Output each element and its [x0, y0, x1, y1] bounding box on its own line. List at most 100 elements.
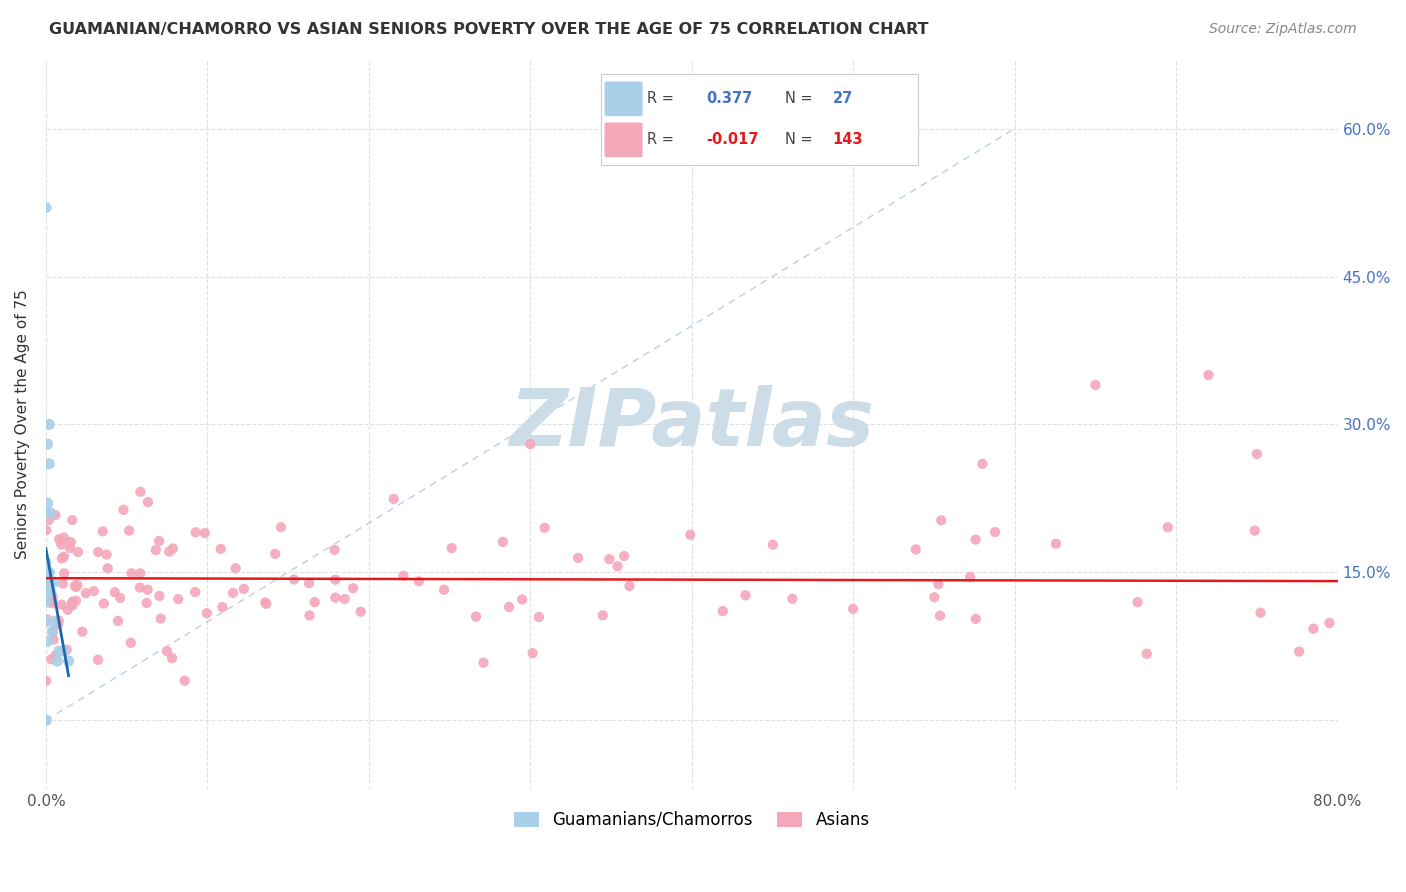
- Point: [136, 495, 159, 509]
- Point: [129, 581, 152, 595]
- Point: [194, 526, 217, 541]
- Point: [184, 525, 207, 540]
- Point: [527, 610, 550, 624]
- Point: [35, 556, 58, 570]
- Point: [42, 596, 65, 610]
- Point: [37, 612, 59, 626]
- Point: [965, 612, 987, 626]
- Point: [52, 576, 75, 591]
- Point: [37, 634, 59, 648]
- Point: [1045, 537, 1067, 551]
- Point: [59, 535, 82, 549]
- Point: [254, 595, 277, 609]
- Point: [382, 491, 405, 506]
- Point: [83, 584, 105, 599]
- Point: [96, 548, 118, 562]
- Point: [157, 544, 180, 558]
- Point: [108, 591, 131, 605]
- Point: [75, 586, 97, 600]
- Point: [1084, 378, 1107, 392]
- Point: [38, 595, 60, 609]
- Point: [42, 615, 65, 629]
- Point: [1319, 615, 1341, 630]
- Point: [62, 595, 84, 609]
- Point: [38, 566, 60, 580]
- Point: [498, 599, 520, 614]
- Point: [148, 589, 170, 603]
- Point: [51, 551, 73, 566]
- Point: [38, 595, 60, 609]
- Point: [38, 457, 60, 471]
- Point: [959, 570, 981, 584]
- Point: [59, 541, 82, 555]
- Point: [1288, 644, 1310, 658]
- Point: [38, 513, 60, 527]
- Point: [42, 590, 65, 604]
- Point: [156, 644, 179, 658]
- Point: [679, 527, 702, 541]
- Point: [929, 608, 952, 623]
- Point: [87, 545, 110, 559]
- Point: [162, 541, 184, 556]
- Point: [66, 545, 89, 559]
- Point: [1126, 595, 1149, 609]
- Point: [533, 521, 555, 535]
- Point: [519, 437, 541, 451]
- Point: [325, 591, 347, 605]
- Text: ZIPatlas: ZIPatlas: [509, 385, 875, 464]
- Point: [107, 614, 129, 628]
- Point: [60, 513, 83, 527]
- Point: [782, 591, 804, 606]
- Point: [35, 201, 58, 215]
- Point: [173, 673, 195, 688]
- Point: [39, 585, 62, 599]
- Point: [37, 496, 59, 510]
- Point: [270, 520, 292, 534]
- Point: [48, 614, 70, 628]
- Point: [37, 437, 59, 451]
- Text: GUAMANIAN/CHAMORRO VS ASIAN SENIORS POVERTY OVER THE AGE OF 75 CORRELATION CHART: GUAMANIAN/CHAMORRO VS ASIAN SENIORS POVE…: [49, 22, 929, 37]
- Point: [972, 457, 994, 471]
- Point: [1302, 622, 1324, 636]
- Point: [129, 484, 152, 499]
- Point: [46, 617, 69, 632]
- Point: [433, 582, 456, 597]
- Point: [195, 606, 218, 620]
- Point: [66, 578, 89, 592]
- Point: [135, 596, 157, 610]
- Y-axis label: Seniors Poverty Over the Age of 75: Seniors Poverty Over the Age of 75: [15, 290, 30, 559]
- Point: [222, 586, 245, 600]
- Point: [136, 582, 159, 597]
- Point: [1246, 447, 1268, 461]
- Point: [121, 566, 143, 581]
- Point: [56, 642, 79, 657]
- Point: [45, 648, 67, 663]
- Point: [592, 608, 614, 623]
- Point: [35, 575, 58, 590]
- Point: [225, 561, 247, 575]
- Point: [492, 534, 515, 549]
- Point: [762, 538, 785, 552]
- Point: [48, 532, 70, 546]
- Point: [924, 591, 946, 605]
- Point: [298, 576, 321, 591]
- Point: [35, 585, 58, 599]
- Point: [46, 654, 69, 668]
- Point: [167, 592, 190, 607]
- Point: [1250, 606, 1272, 620]
- Point: [60, 599, 83, 613]
- Point: [1198, 368, 1220, 383]
- Point: [965, 533, 987, 547]
- Point: [65, 594, 87, 608]
- Point: [37, 566, 59, 580]
- Point: [510, 592, 533, 607]
- Point: [35, 506, 58, 520]
- Point: [598, 552, 620, 566]
- Point: [35, 566, 58, 580]
- Point: [35, 673, 58, 688]
- Point: [87, 653, 110, 667]
- Point: [63, 579, 86, 593]
- Point: [41, 624, 63, 639]
- Point: [39, 506, 62, 520]
- Point: [711, 604, 734, 618]
